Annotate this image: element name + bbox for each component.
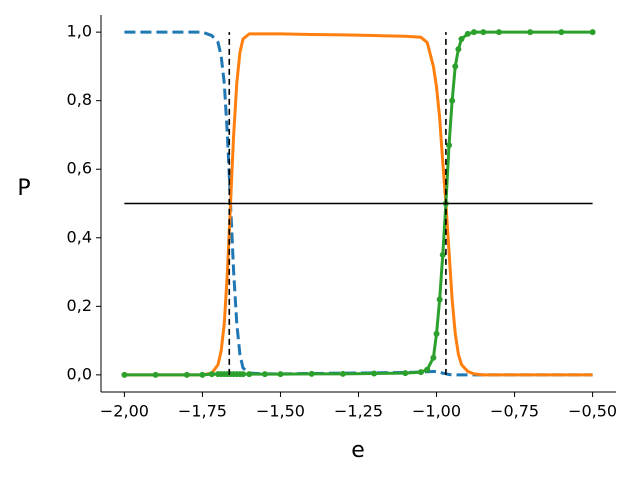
series-point [439,251,446,258]
series-point [402,370,409,377]
x-tick-label: −0,50 [568,402,617,421]
x-tick-label: −1,25 [334,402,383,421]
series-point [558,29,565,36]
y-tick-label: 0,8 [67,90,92,109]
series-point [208,371,215,378]
y-tick-label: 0,2 [67,296,92,315]
y-tick-label: 0,6 [67,159,92,178]
x-tick-label: −0,75 [490,402,539,421]
series-point [152,371,159,378]
series-line [124,30,593,377]
series-point [495,29,502,36]
y-tick-label: 0,0 [67,364,92,383]
series-point [183,371,190,378]
series-point [199,371,206,378]
x-tick-label: −1,50 [256,402,305,421]
series-point [464,30,471,37]
series-point [470,29,477,36]
x-tick-label: −1,75 [178,402,227,421]
series-point [308,370,315,377]
series-point [452,63,459,70]
y-tick-label: 0,4 [67,227,92,246]
series-point [417,369,424,376]
x-axis-label: e [351,438,365,463]
x-tick-label: −2,00 [100,402,149,421]
series-point [480,29,487,36]
series-point [458,35,465,42]
series-point [121,371,128,378]
series-point [436,296,443,303]
series-point [277,371,284,378]
series-point [246,371,253,378]
series-point [240,371,247,378]
series-point [424,366,431,373]
series-point [371,370,378,377]
series-point [527,29,534,36]
series-point [261,371,268,378]
series-point [430,354,437,361]
series-point [449,97,456,104]
series-point [339,370,346,377]
series-point [446,142,453,149]
series-point [455,46,462,53]
y-axis-label: P [17,176,30,201]
x-tick-label: −1,00 [412,402,461,421]
y-tick-label: 1,0 [67,22,92,41]
series-point [589,29,596,36]
series-line [124,32,593,377]
series-point [433,330,440,337]
